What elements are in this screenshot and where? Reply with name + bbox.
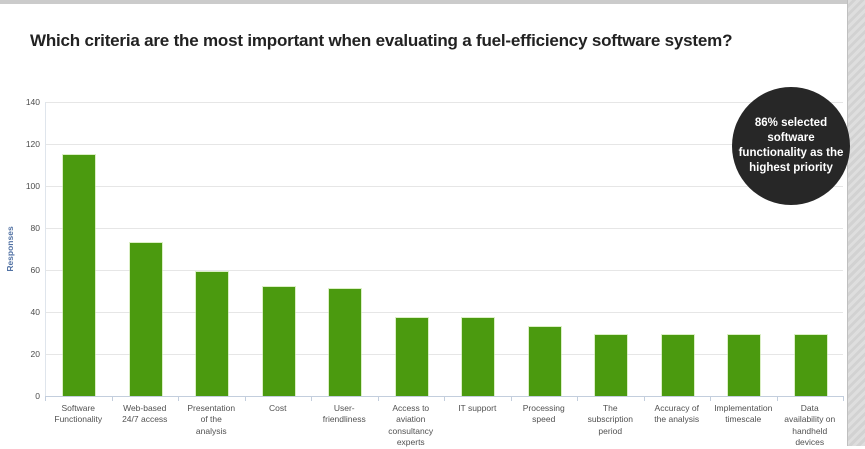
bar-software-functionality <box>63 154 96 396</box>
x-tick-label: Accuracy of the analysis <box>654 403 700 425</box>
x-tick-label: The subscription period <box>587 403 633 436</box>
y-tick-label: 0 <box>35 391 40 401</box>
x-axis-tick <box>510 397 512 401</box>
y-tick-label: 20 <box>30 349 40 359</box>
plot-area <box>45 102 843 396</box>
x-axis-tick <box>444 397 445 401</box>
x-axis-tick <box>843 397 844 401</box>
bar-user-friendliness <box>329 288 362 396</box>
y-tick-label: 120 <box>25 139 40 149</box>
x-axis-tick <box>45 397 46 401</box>
gridline <box>46 312 843 313</box>
bar-the-subscription-period <box>595 335 628 396</box>
y-tick-label: 80 <box>30 223 40 233</box>
y-tick-label: 60 <box>30 265 40 275</box>
x-axis-tick <box>577 397 578 401</box>
x-tick-label: Processing speed <box>522 403 565 425</box>
x-tick-label: Implementation timescale <box>714 403 773 425</box>
y-tick-label: 140 <box>25 97 40 107</box>
bar-chart: Responses 0 20 40 60 80 100 120 140 Software Fun… <box>5 97 844 448</box>
bar-accuracy-of-the-analysis <box>661 335 694 396</box>
bar-access-to-aviation-consultancy-experts <box>395 318 428 396</box>
x-axis-tick <box>178 397 179 401</box>
x-axis-tick <box>111 397 113 401</box>
x-axis-tick <box>311 397 312 401</box>
x-tick-label: User- friendliness <box>322 403 366 425</box>
gridline <box>46 186 843 187</box>
bar-it-support <box>462 318 495 396</box>
annotation-badge: 86% selected software functionality as t… <box>732 87 850 205</box>
gridline <box>46 144 843 145</box>
bar-presentation-of-the-analysis <box>196 272 229 396</box>
x-tick-label: Cost <box>269 403 287 413</box>
gridline <box>46 270 843 271</box>
x-axis-tick <box>710 397 711 401</box>
x-tick-label: Data availability on handheld devices <box>784 403 836 448</box>
bar-data-availability-on-handheld-devices <box>794 335 827 396</box>
bar-web-based-24-7-access <box>129 242 162 396</box>
gridline <box>46 354 843 355</box>
gridline <box>46 102 843 103</box>
x-tick-label: Web-based 24/7 access <box>122 403 168 425</box>
x-tick-label: Presentation of the analysis <box>187 403 236 436</box>
x-axis-tick <box>244 397 246 401</box>
x-tick-label: Access to aviation consultancy experts <box>388 403 434 448</box>
bar-cost <box>262 286 295 396</box>
gridline <box>46 228 843 229</box>
page-background-texture <box>847 0 865 446</box>
y-tick-label: 100 <box>25 181 40 191</box>
x-axis-line <box>45 396 844 397</box>
x-tick-label: IT support <box>458 403 497 413</box>
x-tick-label: Software Functionality <box>54 403 103 425</box>
chart-title: Which criteria are the most important wh… <box>30 31 733 50</box>
x-axis-tick <box>643 397 645 401</box>
x-axis-tick <box>377 397 379 401</box>
bar-implementation-timescale <box>728 335 761 396</box>
bar-processing-speed <box>528 326 561 396</box>
y-tick-label: 40 <box>30 307 40 317</box>
x-axis-tick <box>776 397 778 401</box>
